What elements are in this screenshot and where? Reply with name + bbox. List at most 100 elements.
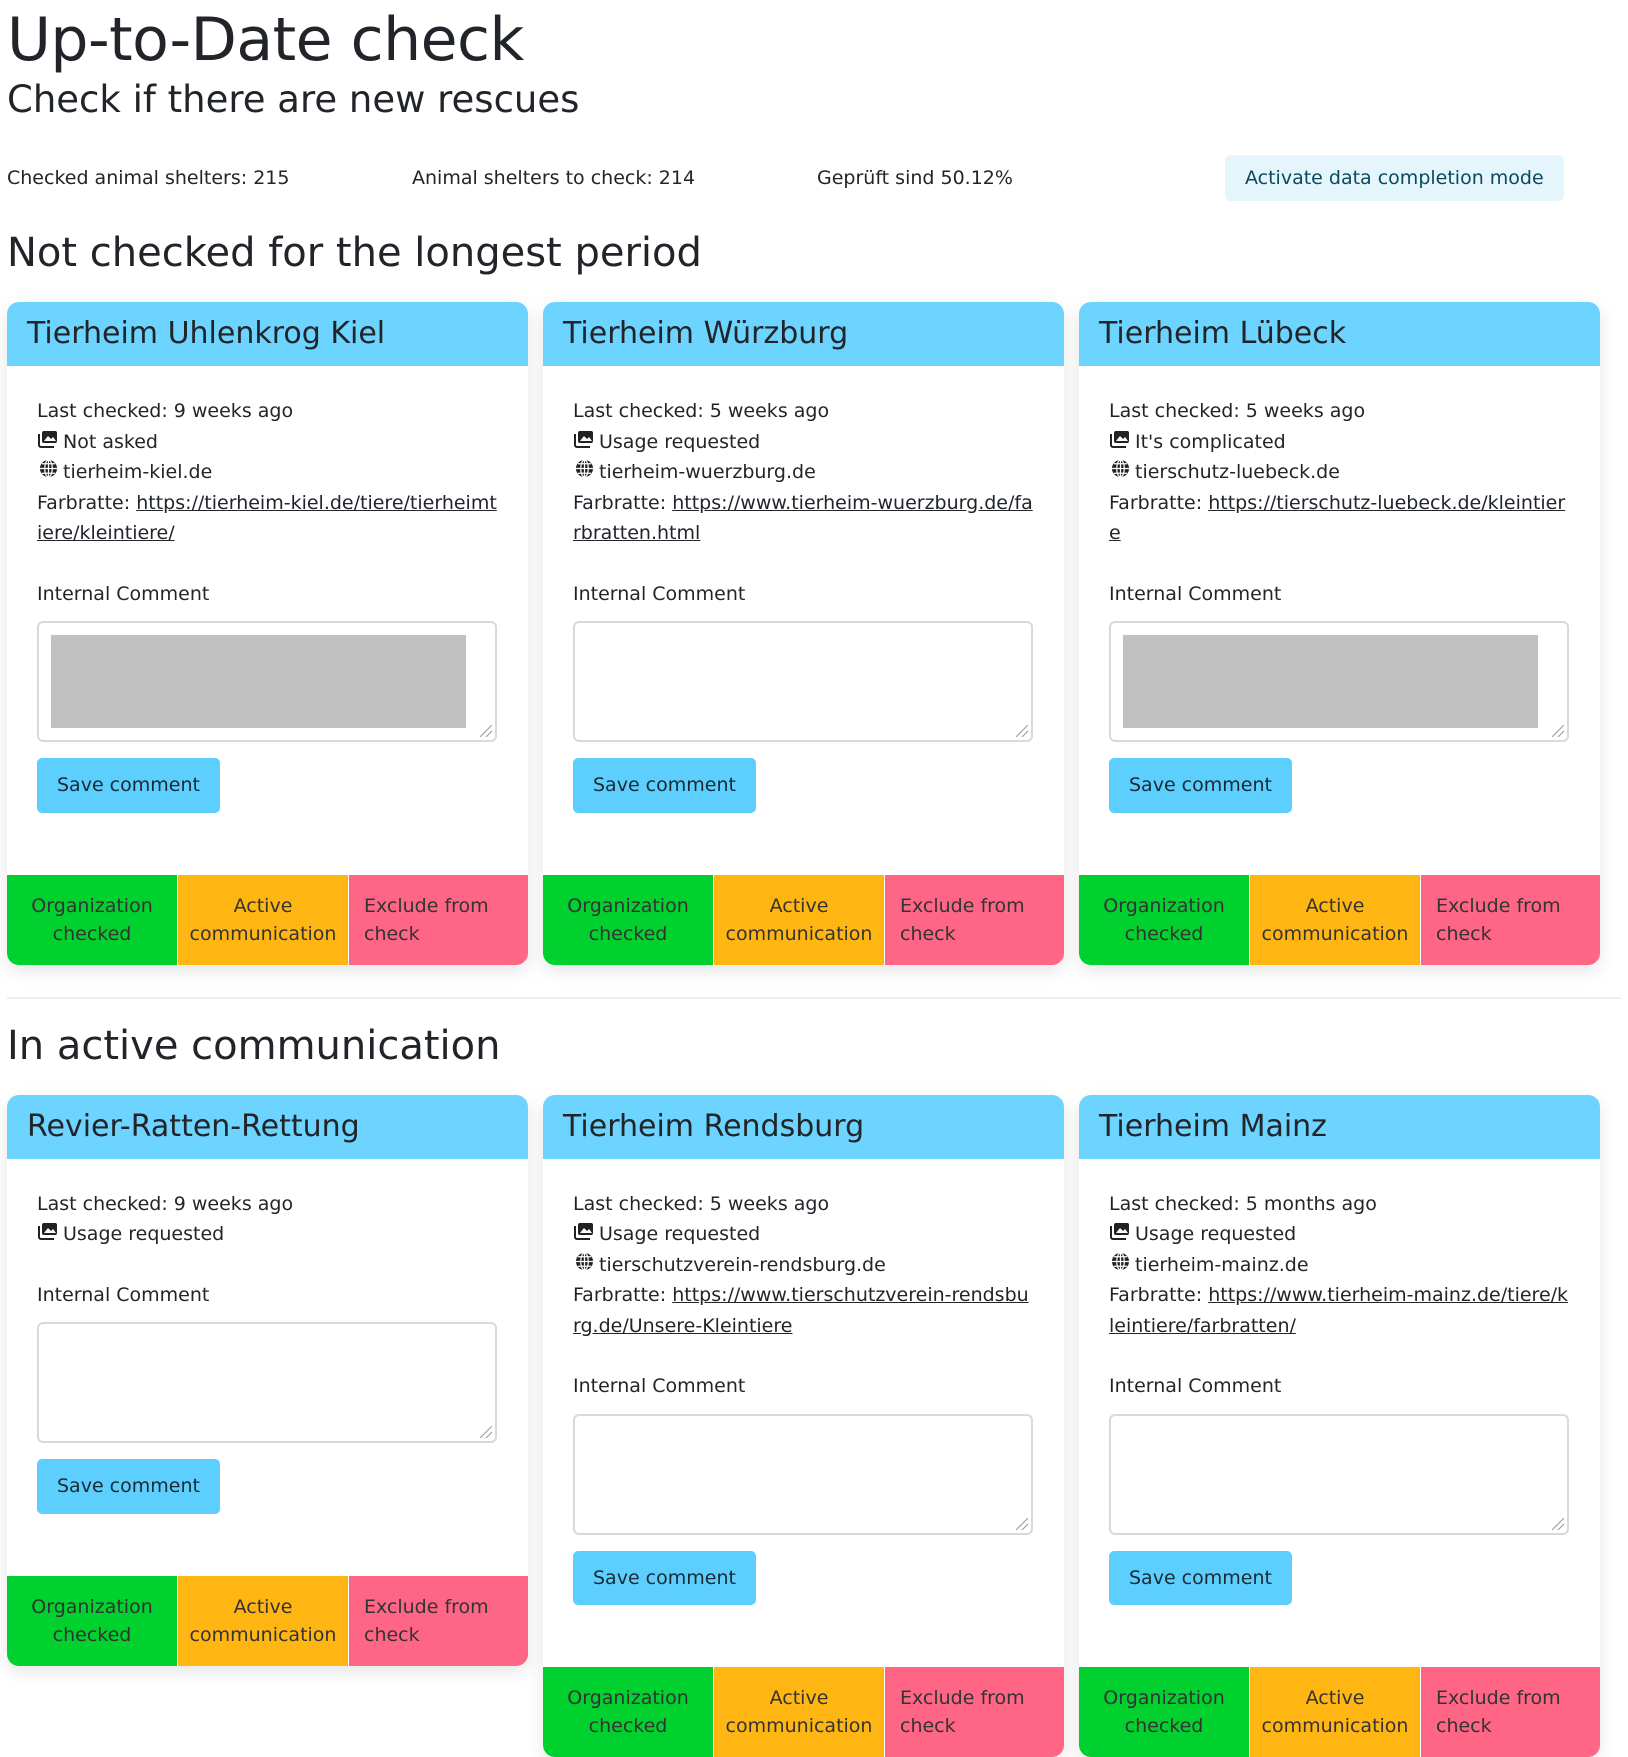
website-text: tierheim-mainz.de [1135,1254,1309,1276]
images-icon [1109,427,1131,458]
internal-comment-label: Internal Comment [1109,1371,1570,1402]
organization-checked-button[interactable]: Organization checked [7,875,177,965]
to-check-count: Animal shelters to check: 214 [412,167,817,189]
usage-status: Usage requested [573,1219,1034,1250]
globe-icon [37,457,59,488]
internal-comment-textarea[interactable] [1109,621,1569,742]
last-checked-label: Last checked: [37,1193,168,1215]
website: tierschutzverein-rendsburg.de [573,1250,1034,1281]
website: tierheim-wuerzburg.de [573,457,1034,488]
card-actions: Organization checked Active communicatio… [1079,875,1600,965]
website: tierschutz-luebeck.de [1109,457,1570,488]
website-text: tierheim-wuerzburg.de [599,461,816,483]
website-text: tierheim-kiel.de [63,461,212,483]
images-icon [573,1219,595,1250]
website-text: tierschutzverein-rendsburg.de [599,1254,886,1276]
usage-status-text: It's complicated [1135,431,1286,453]
usage-status: Usage requested [573,427,1034,458]
farbratte: Farbratte: https://tierschutz-luebeck.de… [1109,488,1570,549]
farbratte: Farbratte: https://www.tierheim-mainz.de… [1109,1280,1570,1341]
page-title: Up-to-Date check [7,0,1621,78]
organization-checked-button[interactable]: Organization checked [543,1667,713,1757]
active-communication-button[interactable]: Active communication [1249,875,1421,965]
active-communication-button[interactable]: Active communication [713,875,885,965]
images-icon [1109,1219,1131,1250]
farbratte-label: Farbratte: [573,1284,666,1306]
images-icon [37,427,59,458]
globe-icon [573,1250,595,1281]
shelter-card: Tierheim Rendsburg Last checked: 5 weeks… [543,1095,1064,1757]
activate-data-completion-button[interactable]: Activate data completion mode [1225,155,1564,201]
redacted-comment [51,635,466,728]
resize-handle[interactable] [1016,725,1028,737]
active-communication-button[interactable]: Active communication [177,1576,349,1666]
stats-bar: Checked animal shelters: 215 Animal shel… [7,148,1621,208]
resize-handle[interactable] [1552,1518,1564,1530]
resize-handle[interactable] [480,1426,492,1438]
usage-status-text: Usage requested [63,1223,224,1245]
organization-checked-button[interactable]: Organization checked [7,1576,177,1666]
globe-icon [1109,1250,1131,1281]
section-title: Not checked for the longest period [7,228,1621,278]
save-comment-button[interactable]: Save comment [1109,758,1292,813]
internal-comment-label: Internal Comment [1109,579,1570,610]
internal-comment-textarea[interactable] [573,621,1033,742]
last-checked-label: Last checked: [573,1193,704,1215]
save-comment-button[interactable]: Save comment [37,758,220,813]
shelter-name: Tierheim Uhlenkrog Kiel [7,302,528,366]
shelter-name: Tierheim Würzburg [543,302,1064,366]
save-comment-button[interactable]: Save comment [37,1459,220,1514]
card-actions: Organization checked Active communicatio… [7,1576,528,1666]
last-checked-value: 5 months ago [1246,1193,1377,1215]
save-comment-button[interactable]: Save comment [1109,1551,1292,1606]
exclude-from-check-button[interactable]: Exclude from check [1421,1667,1600,1757]
last-checked-label: Last checked: [1109,400,1240,422]
shelter-name: Tierheim Rendsburg [543,1095,1064,1159]
section: In active communication Revier-Ratten-Re… [7,1021,1621,1757]
shelter-card: Revier-Ratten-Rettung Last checked: 9 we… [7,1095,528,1666]
resize-handle[interactable] [1552,725,1564,737]
organization-checked-button[interactable]: Organization checked [543,875,713,965]
last-checked-value: 5 weeks ago [710,400,829,422]
website-text: tierschutz-luebeck.de [1135,461,1340,483]
last-checked-value: 9 weeks ago [174,400,293,422]
usage-status: It's complicated [1109,427,1570,458]
exclude-from-check-button[interactable]: Exclude from check [885,1667,1064,1757]
shelter-name: Tierheim Lübeck [1079,302,1600,366]
shelter-card: Tierheim Lübeck Last checked: 5 weeks ag… [1079,302,1600,965]
card-row: Revier-Ratten-Rettung Last checked: 9 we… [7,1095,1621,1757]
internal-comment-label: Internal Comment [37,579,498,610]
internal-comment-label: Internal Comment [573,579,1034,610]
resize-handle[interactable] [480,725,492,737]
exclude-from-check-button[interactable]: Exclude from check [885,875,1064,965]
usage-status-text: Usage requested [1135,1223,1296,1245]
last-checked-label: Last checked: [573,400,704,422]
images-icon [37,1219,59,1250]
shelter-card: Tierheim Würzburg Last checked: 5 weeks … [543,302,1064,965]
internal-comment-textarea[interactable] [37,621,497,742]
farbratte-label: Farbratte: [1109,1284,1202,1306]
active-communication-button[interactable]: Active communication [1249,1667,1421,1757]
last-checked: Last checked: 9 weeks ago [37,396,498,427]
internal-comment-label: Internal Comment [37,1280,498,1311]
organization-checked-button[interactable]: Organization checked [1079,1667,1249,1757]
exclude-from-check-button[interactable]: Exclude from check [1421,875,1600,965]
redacted-comment [1123,635,1538,728]
resize-handle[interactable] [1016,1518,1028,1530]
exclude-from-check-button[interactable]: Exclude from check [349,1576,528,1666]
active-communication-button[interactable]: Active communication [713,1667,885,1757]
internal-comment-textarea[interactable] [1109,1414,1569,1535]
save-comment-button[interactable]: Save comment [573,758,756,813]
internal-comment-textarea[interactable] [37,1322,497,1443]
checked-count: Checked animal shelters: 215 [7,167,412,189]
save-comment-button[interactable]: Save comment [573,1551,756,1606]
exclude-from-check-button[interactable]: Exclude from check [349,875,528,965]
usage-status: Not asked [37,427,498,458]
usage-status: Usage requested [1109,1219,1570,1250]
internal-comment-textarea[interactable] [573,1414,1033,1535]
last-checked-value: 9 weeks ago [174,1193,293,1215]
organization-checked-button[interactable]: Organization checked [1079,875,1249,965]
last-checked: Last checked: 5 weeks ago [1109,396,1570,427]
active-communication-button[interactable]: Active communication [177,875,349,965]
shelter-card: Tierheim Mainz Last checked: 5 months ag… [1079,1095,1600,1757]
